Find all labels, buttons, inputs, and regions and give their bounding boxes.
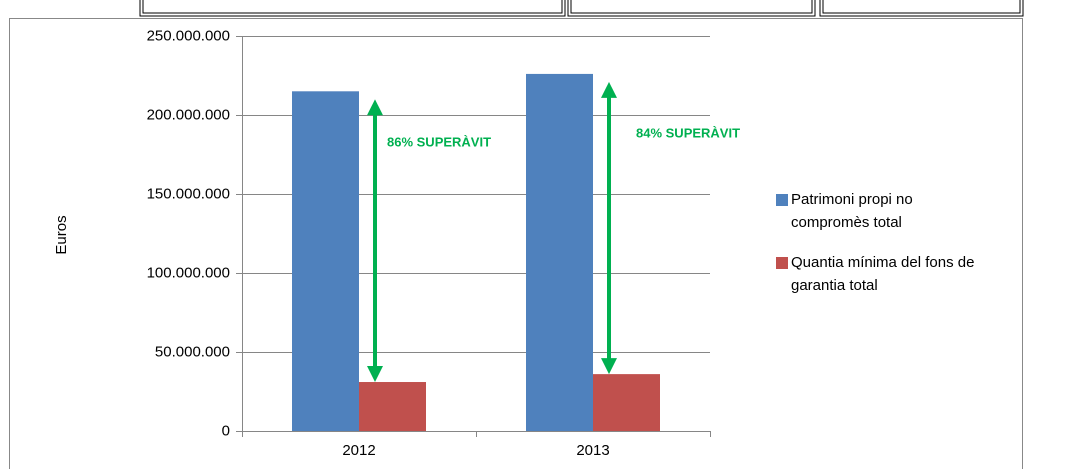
- bar: [526, 73, 593, 432]
- bar: [593, 374, 660, 431]
- y-tick-label: 150.000.000: [147, 185, 230, 202]
- bar: [292, 91, 359, 432]
- chart-border: [9, 18, 1023, 469]
- top-table: [139, 0, 1024, 17]
- y-tick-label: 50.000.000: [155, 343, 230, 360]
- annotation: 84% SUPERÀVIT: [636, 125, 740, 140]
- y-axis-label: Euros: [53, 215, 70, 254]
- legend-item: Patrimoni propi no compromès total: [776, 188, 976, 234]
- legend-label: Patrimoni propi no compromès total: [791, 191, 913, 231]
- legend-swatch: [776, 194, 788, 206]
- x-tick-label: 2012: [342, 442, 375, 459]
- legend-label: Quantia mínima del fons de garantia tota…: [791, 254, 975, 294]
- x-tick-label: 2013: [576, 442, 609, 459]
- annotation: 86% SUPERÀVIT: [387, 134, 491, 149]
- y-tick-label: 250.000.000: [147, 27, 230, 44]
- legend-item: Quantia mínima del fons de garantia tota…: [776, 251, 976, 297]
- y-tick-label: 100.000.000: [147, 264, 230, 281]
- y-tick-label: 0: [222, 422, 230, 439]
- legend-swatch: [776, 257, 788, 269]
- y-tick-label: 200.000.000: [147, 106, 230, 123]
- bar: [359, 382, 426, 431]
